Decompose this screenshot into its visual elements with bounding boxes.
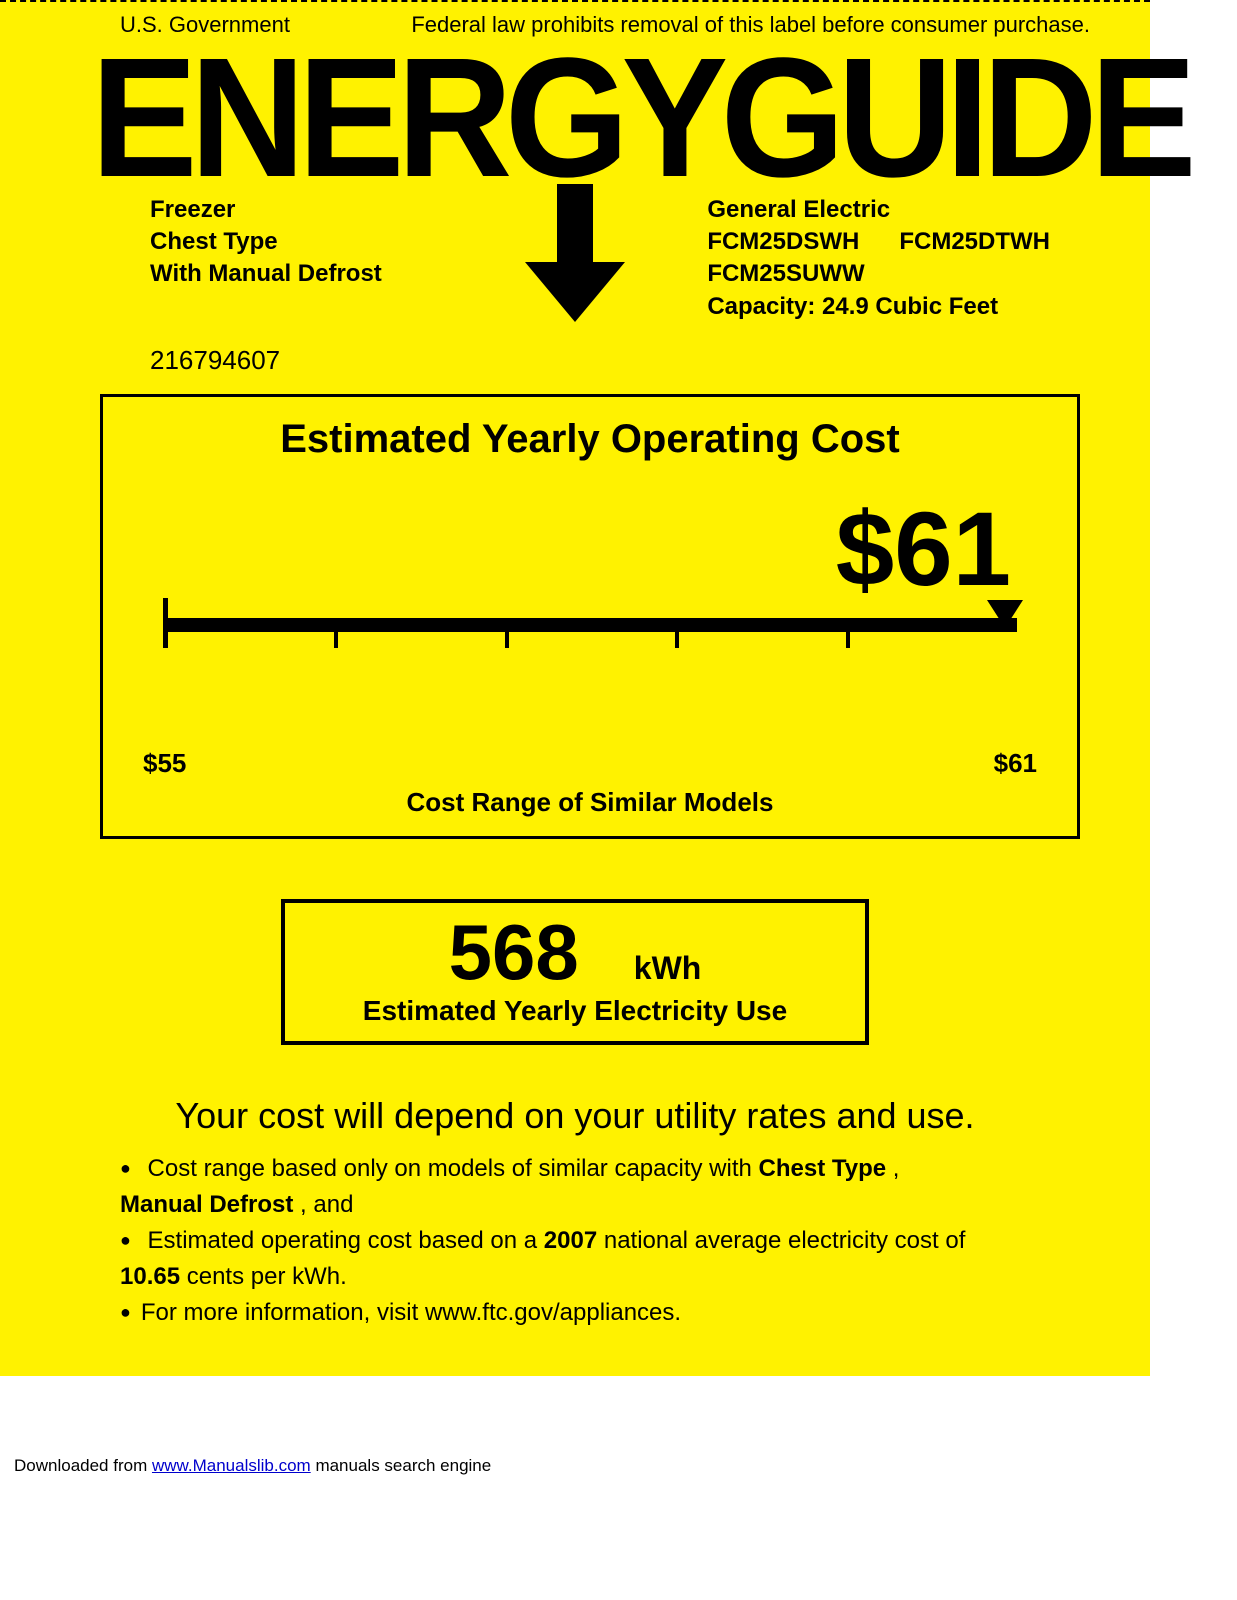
product-line3: With Manual Defrost (150, 258, 382, 290)
footnote-2-year: 2007 (544, 1227, 597, 1254)
footnote-1-sep: , (893, 1155, 900, 1182)
range-labels: $55 $61 (143, 748, 1037, 779)
footnote-2: Estimated operating cost based on a 2007… (120, 1223, 1030, 1295)
capacity: Capacity: 24.9 Cubic Feet (707, 291, 1050, 323)
model-3: FCM25SUWW (707, 258, 1050, 290)
footnote-2-rate: 10.65 (120, 1263, 180, 1290)
footnote-2-tail: cents per kWh. (187, 1263, 347, 1290)
cost-title: Estimated Yearly Operating Cost (133, 417, 1047, 462)
scale-pointer-icon (987, 600, 1023, 628)
footnote-3: For more information, visit www.ftc.gov/… (120, 1295, 1030, 1331)
arrow-down-icon (515, 184, 635, 324)
scale-tick (505, 618, 509, 648)
kwh-value: 568 (449, 913, 579, 991)
footer-link[interactable]: www.Manualslib.com (152, 1456, 311, 1475)
scale-tick-left (163, 598, 168, 648)
scale-bar (163, 618, 1017, 632)
depend-line: Your cost will depend on your utility ra… (80, 1095, 1070, 1137)
cost-value: $61 (133, 492, 1047, 608)
scale-tick (334, 618, 338, 648)
scale-tick (675, 618, 679, 648)
footnote-2-text: Estimated operating cost based on a (148, 1227, 544, 1254)
footer-post: manuals search engine (315, 1456, 491, 1475)
kwh-caption: Estimated Yearly Electricity Use (305, 995, 845, 1027)
operating-cost-box: Estimated Yearly Operating Cost $61 $55 … (100, 394, 1080, 839)
logo-area: ENERGYGUIDE (0, 38, 1150, 200)
footnote-2-text2: national average electricity cost of (604, 1227, 966, 1254)
model-1: FCM25DSWH (707, 228, 859, 255)
model-2: FCM25DTWH (899, 228, 1050, 255)
energy-guide-label: U.S. Government Federal law prohibits re… (0, 0, 1150, 1376)
energyguide-logo: ENERGYGUIDE (91, 38, 1059, 200)
download-footer: Downloaded from www.Manualslib.com manua… (0, 1376, 1237, 1496)
range-min: $55 (143, 748, 186, 779)
footnote-1-tail: , and (300, 1191, 353, 1218)
scale-tick (846, 618, 850, 648)
kwh-box: 568 kWh Estimated Yearly Electricity Use (281, 899, 869, 1045)
kwh-unit: kWh (634, 950, 702, 987)
footnote-1-type: Chest Type (759, 1155, 887, 1182)
footnote-1: Cost range based only on models of simil… (120, 1151, 1030, 1223)
footnotes: Cost range based only on models of simil… (120, 1151, 1030, 1376)
range-max: $61 (994, 748, 1037, 779)
footnote-1-text: Cost range based only on models of simil… (148, 1155, 759, 1182)
footer-pre: Downloaded from (14, 1456, 152, 1475)
range-caption: Cost Range of Similar Models (133, 787, 1047, 818)
footnote-1-defrost: Manual Defrost (120, 1191, 293, 1218)
product-line2: Chest Type (150, 226, 382, 258)
cost-scale (163, 618, 1017, 708)
reference-number: 216794607 (0, 323, 1150, 386)
